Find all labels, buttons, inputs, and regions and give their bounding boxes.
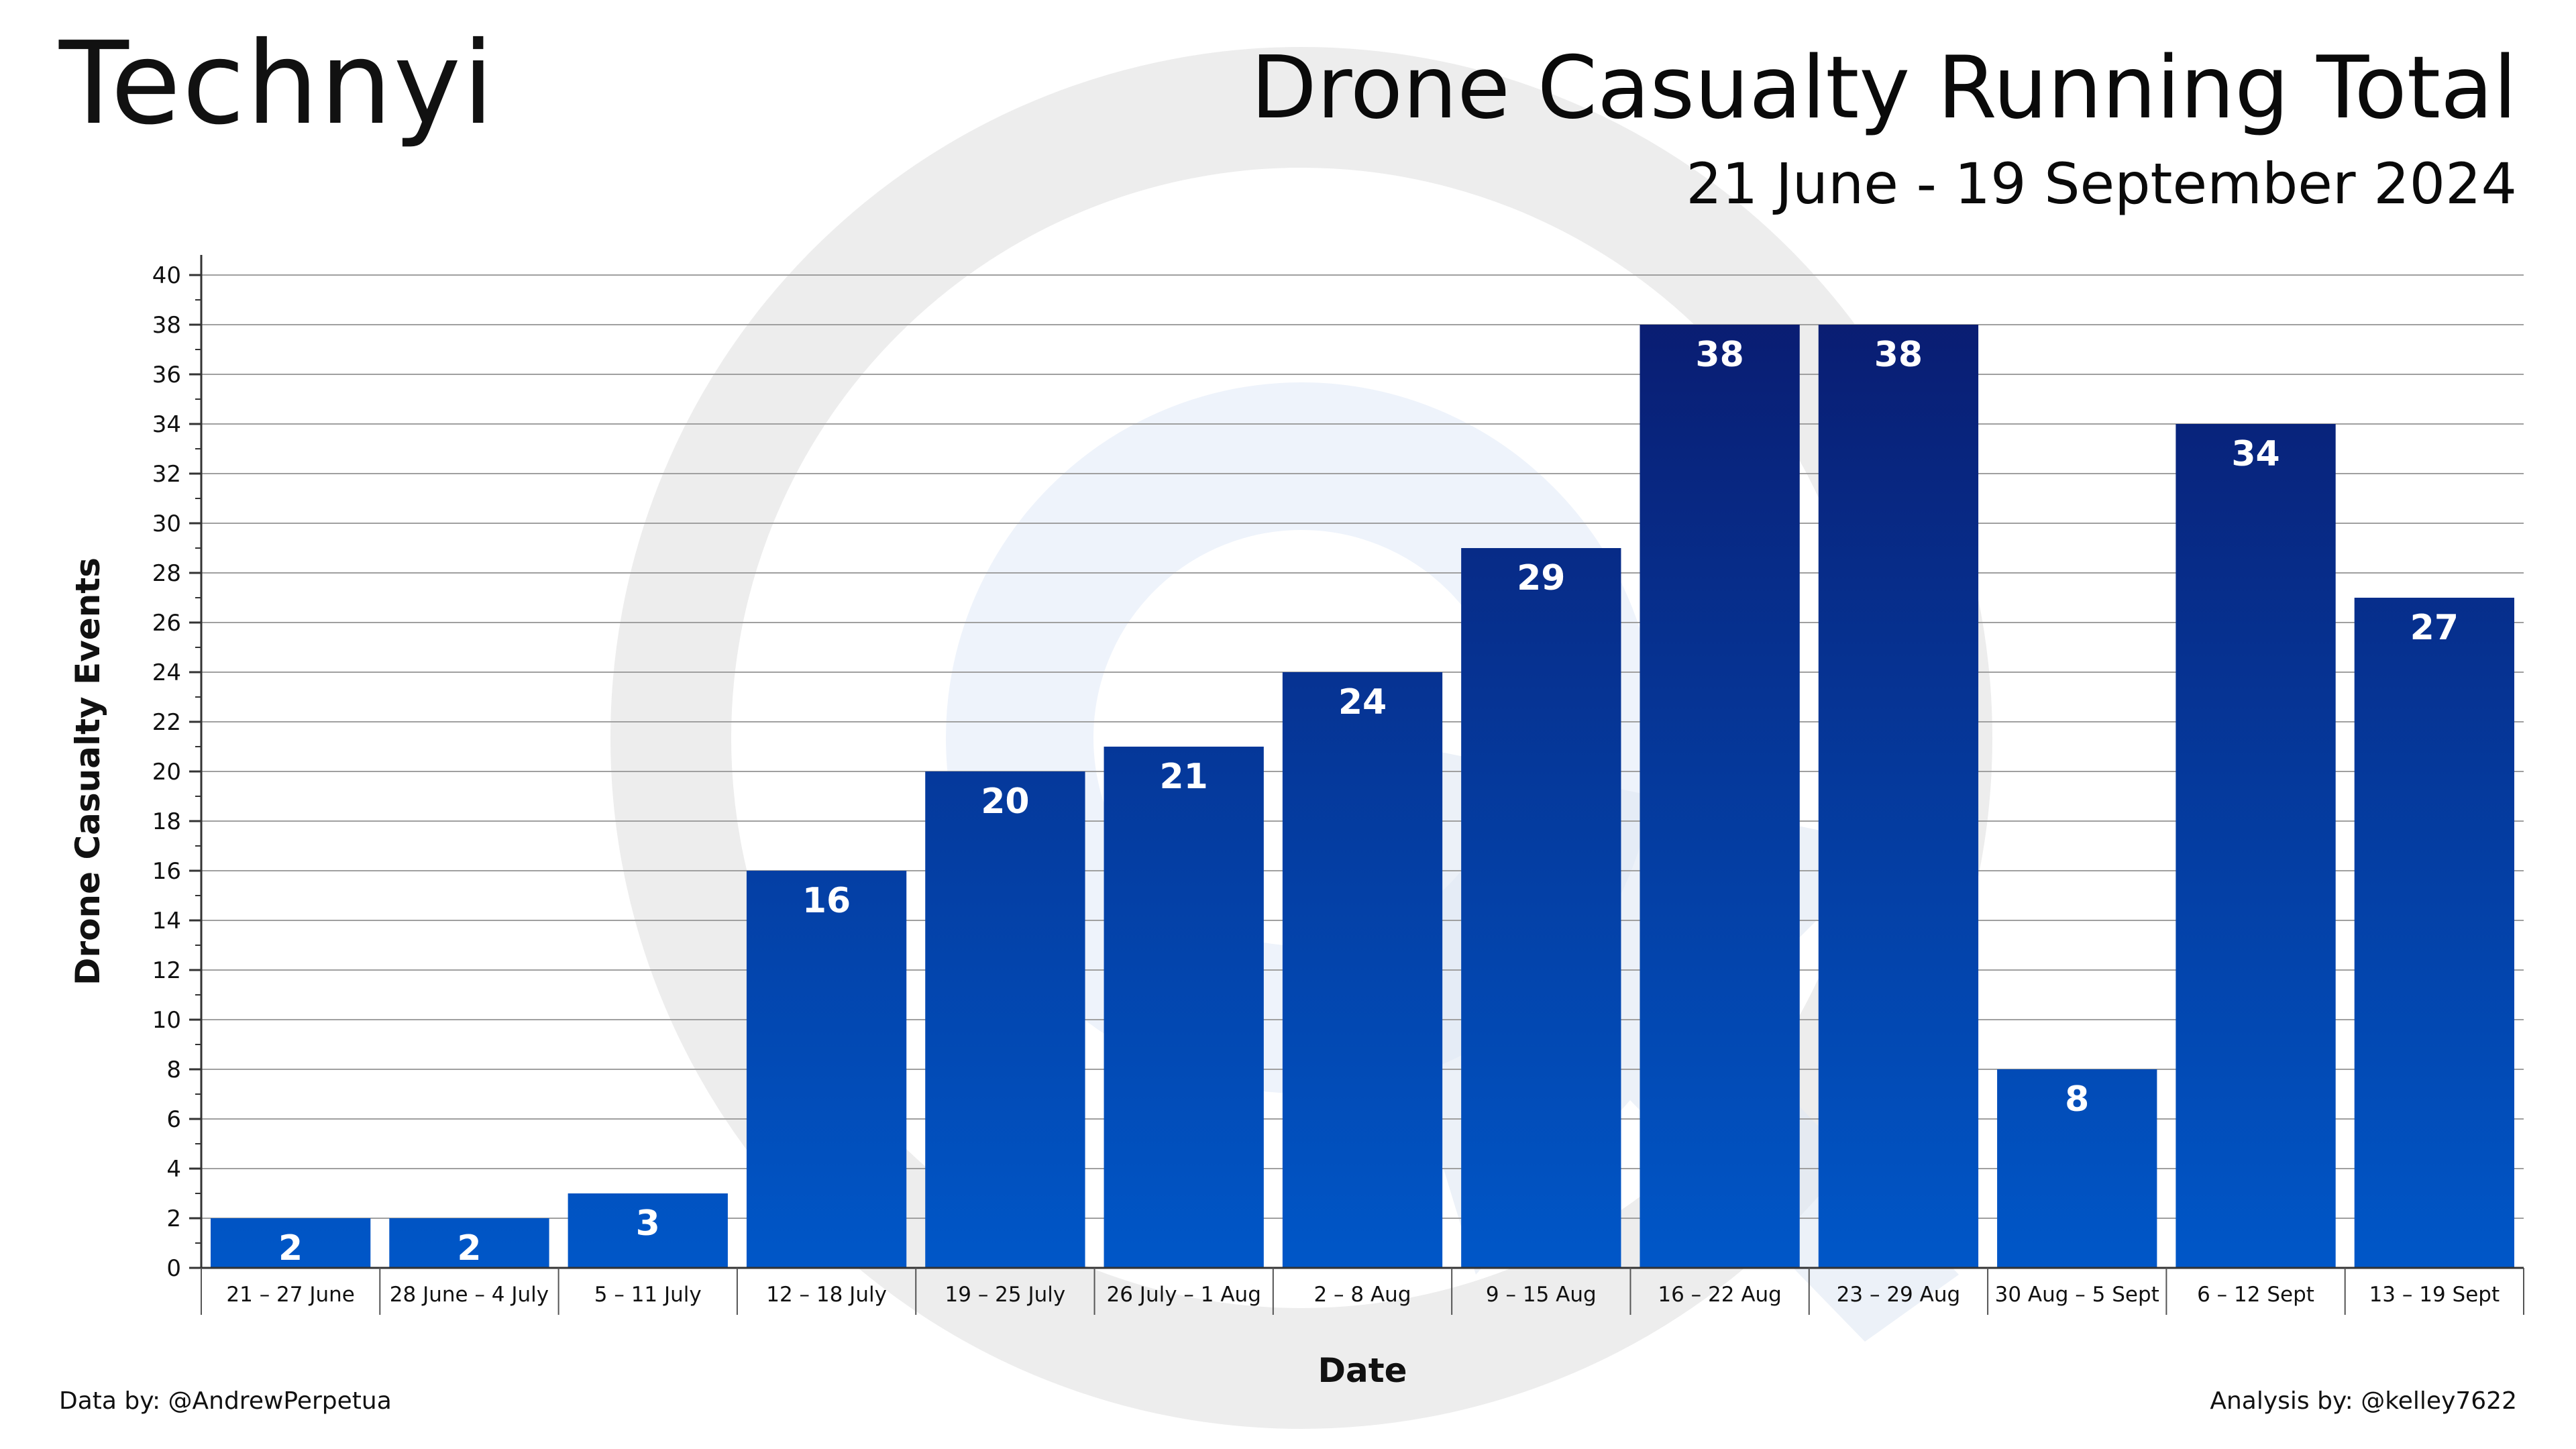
- y-tick-label: 24: [152, 659, 181, 686]
- bars: [211, 325, 2514, 1268]
- data-label: 24: [1338, 682, 1387, 722]
- bar: [389, 1218, 549, 1268]
- chart-subtitle: 21 June - 19 September 2024: [1686, 151, 2517, 217]
- bar: [568, 1193, 728, 1268]
- y-tick-label: 38: [152, 312, 181, 339]
- data-label: 20: [981, 782, 1029, 822]
- data-label: 16: [802, 881, 851, 921]
- bar: [746, 871, 907, 1268]
- data-label: 2: [457, 1228, 481, 1269]
- chart-title: Drone Casualty Running Total: [1250, 38, 2517, 138]
- bar: [1104, 747, 1264, 1268]
- bar: [925, 771, 1085, 1268]
- y-tick-label: 6: [166, 1106, 181, 1133]
- y-axis-title: Drone Casualty Events: [68, 557, 107, 985]
- y-tick-label: 10: [152, 1007, 181, 1034]
- bar: [1282, 672, 1443, 1268]
- bar: [1997, 1069, 2157, 1268]
- y-tick-label: 20: [152, 759, 181, 786]
- y-tick-label: 36: [152, 362, 181, 388]
- x-tick-label: 2 – 8 Aug: [1313, 1283, 1411, 1307]
- y-tick-label: 22: [152, 709, 181, 736]
- logo-text: Technyi: [59, 17, 496, 150]
- bar: [2354, 598, 2514, 1268]
- axes: [189, 255, 2524, 1315]
- x-tick-label: 5 – 11 July: [594, 1283, 702, 1307]
- y-tick-label: 8: [166, 1057, 181, 1083]
- y-tick-label: 4: [166, 1156, 181, 1183]
- x-tick-label: 21 – 27 June: [226, 1283, 354, 1307]
- x-tick-label: 28 June – 4 July: [390, 1283, 549, 1307]
- data-label: 3: [636, 1203, 660, 1244]
- x-tick-label: 12 – 18 July: [766, 1283, 887, 1307]
- bar: [2176, 424, 2336, 1268]
- y-tick-label: 18: [152, 808, 181, 835]
- data-label: 2: [278, 1228, 303, 1269]
- y-tick-label: 0: [166, 1255, 181, 1282]
- data-credit: Data by: @AndrewPerpetua: [59, 1387, 392, 1415]
- data-label: 38: [1695, 335, 1743, 375]
- data-label: 34: [2231, 434, 2279, 474]
- data-label: 27: [2410, 608, 2459, 648]
- data-label: 21: [1160, 757, 1208, 797]
- x-tick-label: 19 – 25 July: [945, 1283, 1066, 1307]
- bar: [1461, 548, 1621, 1268]
- y-tick-label: 26: [152, 610, 181, 637]
- x-tick-label: 9 – 15 Aug: [1486, 1283, 1597, 1307]
- y-tick-label: 32: [152, 461, 181, 488]
- data-label: 29: [1517, 558, 1565, 598]
- y-tick-label: 30: [152, 511, 181, 537]
- y-tick-label: 34: [152, 411, 181, 438]
- y-tick-label: 14: [152, 908, 181, 934]
- data-label: 38: [1874, 335, 1923, 375]
- bar: [211, 1218, 371, 1268]
- x-axis-title: Date: [1318, 1351, 1407, 1390]
- bar: [1818, 325, 1979, 1268]
- x-tick-label: 30 Aug – 5 Sept: [1995, 1283, 2159, 1307]
- analysis-credit: Analysis by: @kelley7622: [2210, 1387, 2517, 1415]
- technyi-logo: Technyi: [59, 27, 495, 141]
- bar: [1640, 325, 1800, 1268]
- x-tick-label: 13 – 19 Sept: [2369, 1283, 2500, 1307]
- y-tick-label: 28: [152, 560, 181, 587]
- x-tick-label: 23 – 29 Aug: [1837, 1283, 1961, 1307]
- y-tick-label: 40: [152, 262, 181, 289]
- x-tick-label: 26 July – 1 Aug: [1107, 1283, 1261, 1307]
- y-tick-label: 16: [152, 858, 181, 885]
- x-tick-label: 6 – 12 Sept: [2197, 1283, 2314, 1307]
- x-tick-label: 16 – 22 Aug: [1658, 1283, 1782, 1307]
- data-label: 8: [2065, 1079, 2089, 1120]
- y-tick-label: 12: [152, 957, 181, 984]
- y-tick-label: 2: [166, 1205, 181, 1232]
